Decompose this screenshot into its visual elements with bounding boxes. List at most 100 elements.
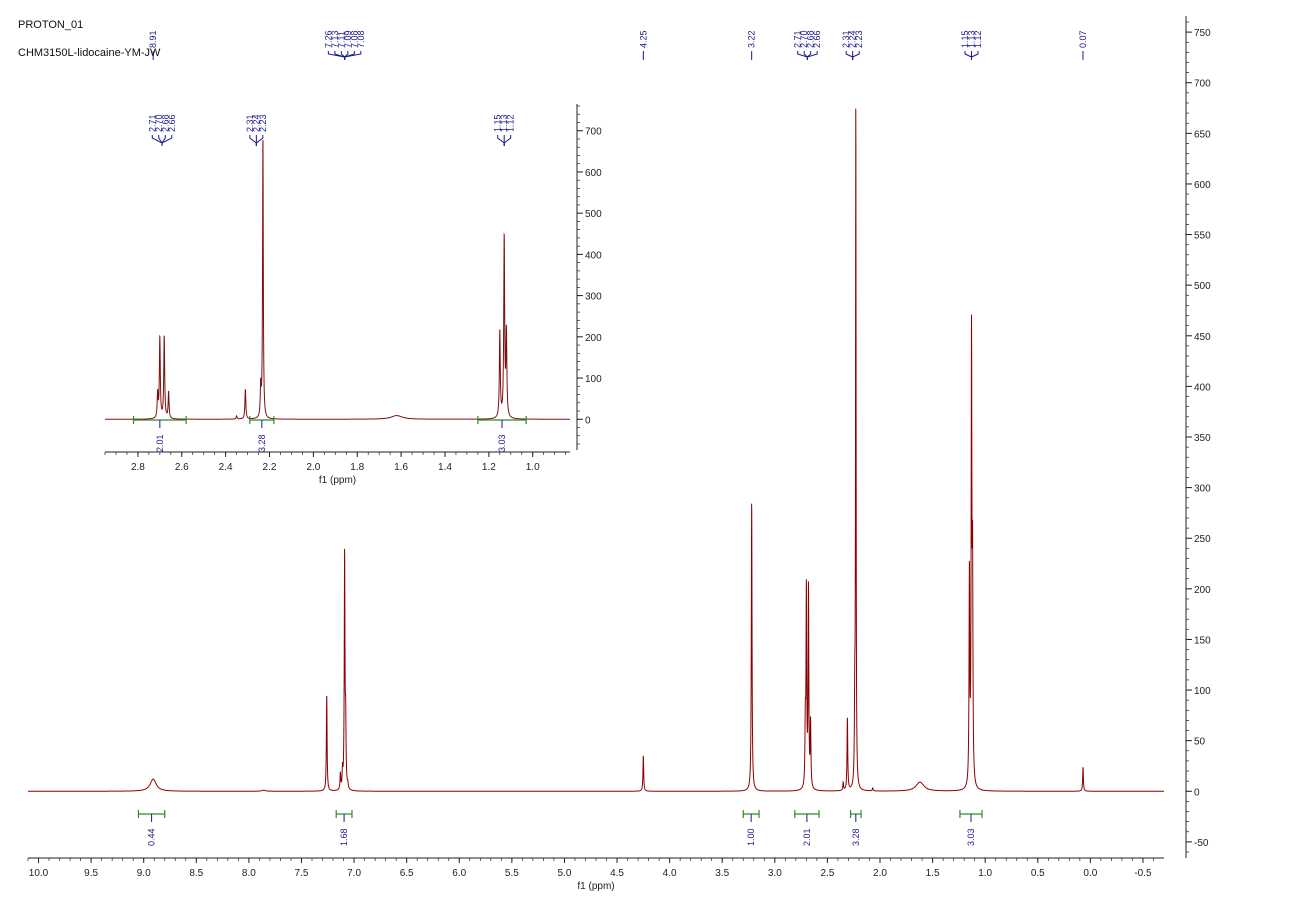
integral-label: 2.01 — [155, 434, 165, 452]
peak-label: 7.11 — [336, 31, 346, 48]
y-tick-label: 600 — [1194, 180, 1211, 191]
y-tick-label: 400 — [1194, 382, 1211, 393]
integral-label: 3.28 — [851, 828, 861, 846]
y-tick-label: 150 — [1194, 635, 1211, 646]
x-tick-label: 10.0 — [29, 868, 49, 879]
peak-label-stem — [344, 51, 362, 60]
x-tick-label: 5.0 — [557, 868, 571, 879]
peak-label: 2.24 — [251, 114, 261, 132]
peak-label: 1.15 — [960, 30, 970, 48]
peak-label: 2.23 — [854, 30, 864, 48]
y-tick-label: 50 — [1194, 737, 1206, 748]
y-tick-label: 350 — [1194, 433, 1211, 444]
x-tick-label: 9.5 — [84, 868, 98, 879]
x-tick-label: 4.0 — [663, 868, 677, 879]
experiment-name: PROTON_01 — [18, 19, 84, 31]
x-axis-title: f1 (ppm) — [319, 475, 356, 486]
peak-label-stem — [852, 51, 860, 60]
y-tick-label: 600 — [585, 168, 602, 179]
peak-label: 1.15 — [493, 114, 503, 132]
x-tick-label: 0.5 — [1031, 868, 1045, 879]
peak-label: 2.66 — [167, 114, 177, 132]
y-tick-label: 100 — [1194, 686, 1211, 697]
x-tick-label: 7.5 — [295, 868, 309, 879]
peak-label-stem — [497, 135, 505, 146]
x-tick-label: 1.0 — [526, 462, 540, 473]
peak-label: 2.71 — [793, 30, 803, 48]
integral-label: 0.44 — [147, 828, 157, 846]
peak-label: 2.70 — [799, 30, 809, 48]
peak-label-stem — [327, 51, 346, 60]
y-tick-label: 0 — [1194, 787, 1200, 798]
y-tick-label: 650 — [1194, 129, 1211, 140]
y-tick-label: 700 — [585, 127, 602, 138]
peak-label: 1.12 — [506, 114, 516, 132]
y-tick-label: 300 — [585, 292, 602, 303]
x-tick-label: 1.8 — [350, 462, 364, 473]
x-tick-label: 6.5 — [400, 868, 414, 879]
x-tick-label: 8.0 — [242, 868, 256, 879]
peak-label: 2.71 — [147, 114, 157, 132]
peak-label-stem — [845, 51, 854, 60]
peak-label: 3.22 — [747, 30, 757, 48]
integral-label: 3.28 — [257, 434, 267, 452]
x-tick-label: 5.5 — [505, 868, 519, 879]
x-tick-label: 2.4 — [219, 462, 233, 473]
x-tick-label: 3.0 — [768, 868, 782, 879]
peak-label: 1.12 — [973, 30, 983, 48]
y-tick-label: 0 — [585, 415, 591, 426]
peak-label: 7.09 — [343, 30, 353, 48]
integral-label: 1.68 — [339, 828, 349, 846]
y-tick-label: 250 — [1194, 534, 1211, 545]
y-tick-label: 750 — [1194, 28, 1211, 39]
x-tick-label: 9.0 — [137, 868, 151, 879]
y-tick-label: 550 — [1194, 231, 1211, 242]
peak-label: 2.31 — [245, 114, 255, 132]
y-tick-label: 300 — [1194, 484, 1211, 495]
y-tick-label: 100 — [585, 374, 602, 385]
peak-label-stem — [503, 135, 512, 146]
peak-label: 1.13 — [499, 114, 509, 132]
spectrum-trace — [105, 139, 570, 420]
y-tick-label: 400 — [585, 250, 602, 261]
x-tick-label: 2.2 — [263, 462, 277, 473]
x-tick-label: 8.5 — [189, 868, 203, 879]
y-tick-label: 500 — [1194, 281, 1211, 292]
x-tick-label: 2.5 — [820, 868, 834, 879]
x-tick-label: 7.0 — [347, 868, 361, 879]
y-tick-label: 200 — [585, 333, 602, 344]
peak-label: 0.07 — [1078, 30, 1088, 48]
peak-label: 7.08 — [356, 30, 366, 48]
peak-label: 7.08 — [349, 30, 359, 48]
x-axis-title: f1 (ppm) — [577, 881, 614, 892]
x-tick-label: 2.6 — [175, 462, 189, 473]
peak-label: 2.31 — [841, 30, 851, 48]
peak-label-stem — [255, 135, 264, 146]
spectrum-trace — [28, 108, 1164, 792]
x-tick-label: 2.0 — [873, 868, 887, 879]
y-tick-label: 500 — [585, 209, 602, 220]
inset-spectrum: 2.8 2.6 2.4 2.2 2.0 1.8 1.6 1.4 1.2 1.0 f1 (ppm) 70… — [104, 104, 602, 486]
y-tick-label: 700 — [1194, 79, 1211, 90]
peak-label-stem — [964, 51, 973, 60]
integral-label: 3.03 — [497, 434, 507, 452]
y-tick-label: -50 — [1194, 838, 1209, 849]
x-tick-label: 0.0 — [1083, 868, 1097, 879]
x-tick-label: 6.0 — [452, 868, 466, 879]
x-tick-label: 1.6 — [394, 462, 408, 473]
x-tick-label: 1.5 — [926, 868, 940, 879]
x-tick-label: 4.5 — [610, 868, 624, 879]
peak-label: 1.13 — [967, 30, 977, 48]
peak-label: 7.13 — [330, 30, 340, 48]
x-tick-label: 2.8 — [131, 462, 145, 473]
integral-label: 3.03 — [966, 828, 976, 846]
x-tick-label: 1.0 — [978, 868, 992, 879]
peak-label: 8.91 — [148, 30, 158, 48]
integral-label: 2.01 — [802, 828, 812, 846]
peak-label-stem — [971, 51, 979, 60]
integral-label: 1.00 — [746, 828, 756, 846]
main-spectrum: 10.0 9.5 9.0 8.5 8.0 7.5 7.0 6.5 6.0 5.5 5.0 4.5 4.0… — [27, 16, 1211, 892]
peak-label-stem — [161, 135, 173, 146]
x-tick-label: 2.0 — [306, 462, 320, 473]
